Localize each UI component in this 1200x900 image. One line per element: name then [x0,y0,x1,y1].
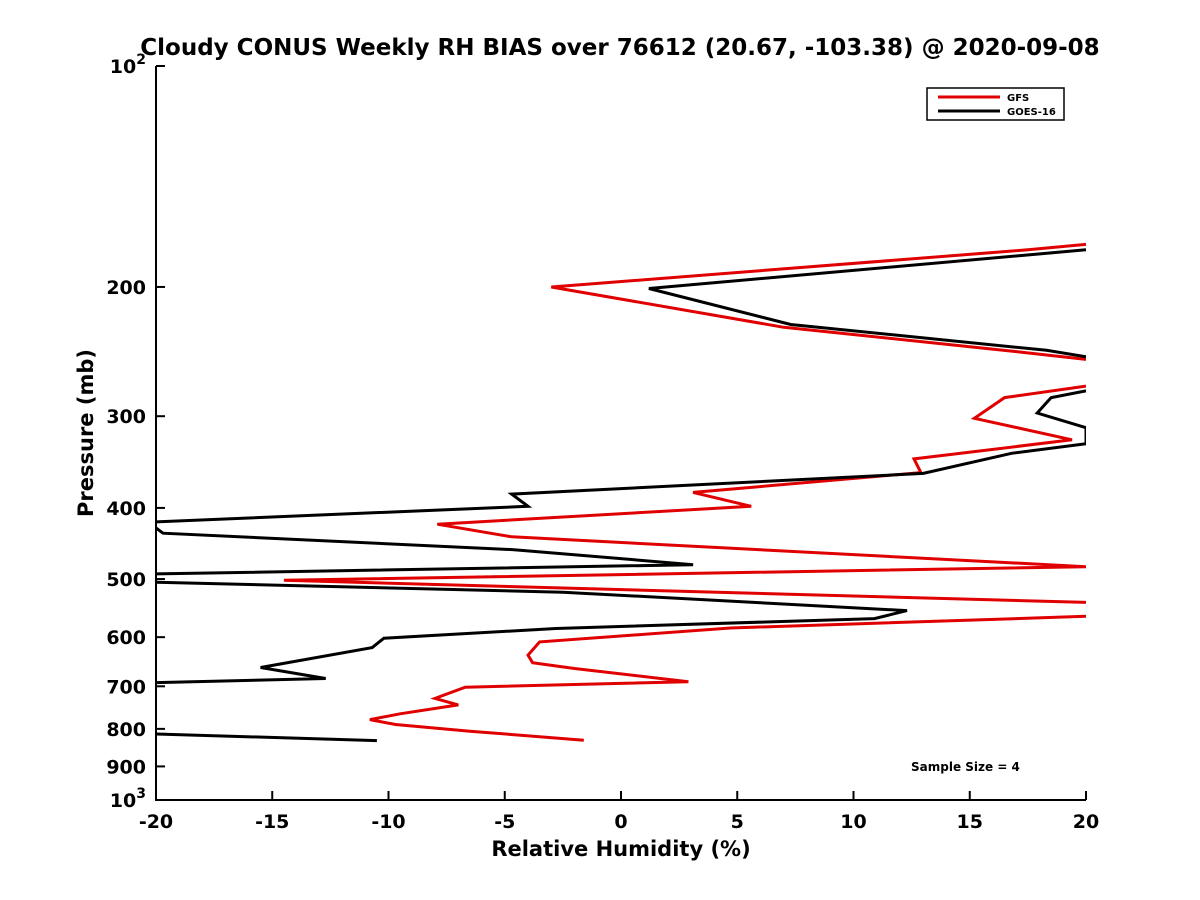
axes-frame [155,66,1086,801]
x-axis-ticks: -20 -15 -10 -5 0 5 10 15 20 [139,791,1099,833]
x-tick-label: -15 [255,811,289,833]
x-tick-label: 10 [840,811,866,833]
y-tick-label: 700 [106,676,146,698]
y-axis-label: Pressure (mb) [74,349,98,517]
x-axis-label: Relative Humidity (%) [491,837,750,861]
x-tick-label: -20 [139,811,173,833]
y-tick-label: 300 [106,406,146,428]
x-tick-label: -5 [494,811,515,833]
x-tick-label: 0 [614,811,627,833]
chart-title: Cloudy CONUS Weekly RH BIAS over 76612 (… [140,35,1099,61]
y-axis-ticks: 200 300 400 500 600 700 800 900 102 103 [106,52,165,812]
y-tick-label: 500 [106,569,146,591]
plot-area: -20 -15 -10 -5 0 5 10 15 20 200 300 400 500 600 700 80… [106,52,1099,833]
legend-label-gfs: GFS [1007,93,1029,104]
legend-box [926,87,1065,121]
y-tick-label: 800 [106,719,146,741]
x-tick-label: 15 [957,811,983,833]
x-tick-label: 20 [1073,811,1099,833]
series-line-goes16 [156,248,1086,743]
legend-label-goes16: GOES-16 [1007,107,1056,118]
y-tick-label: 600 [106,627,146,649]
series-line-gfs [283,242,1086,742]
y-tick-label: 400 [106,498,146,520]
y-tick-label: 900 [106,756,146,778]
x-tick-label: 5 [731,811,744,833]
series-layer [156,242,1086,743]
y-decade-tick-label: 102 [110,52,146,78]
x-tick-label: -10 [371,811,405,833]
y-tick-label: 200 [106,277,146,299]
y-decade-tick-label: 103 [110,786,146,812]
legend: GFS GOES-16 [926,87,1065,121]
sample-size-annotation: Sample Size = 4 [911,760,1020,774]
